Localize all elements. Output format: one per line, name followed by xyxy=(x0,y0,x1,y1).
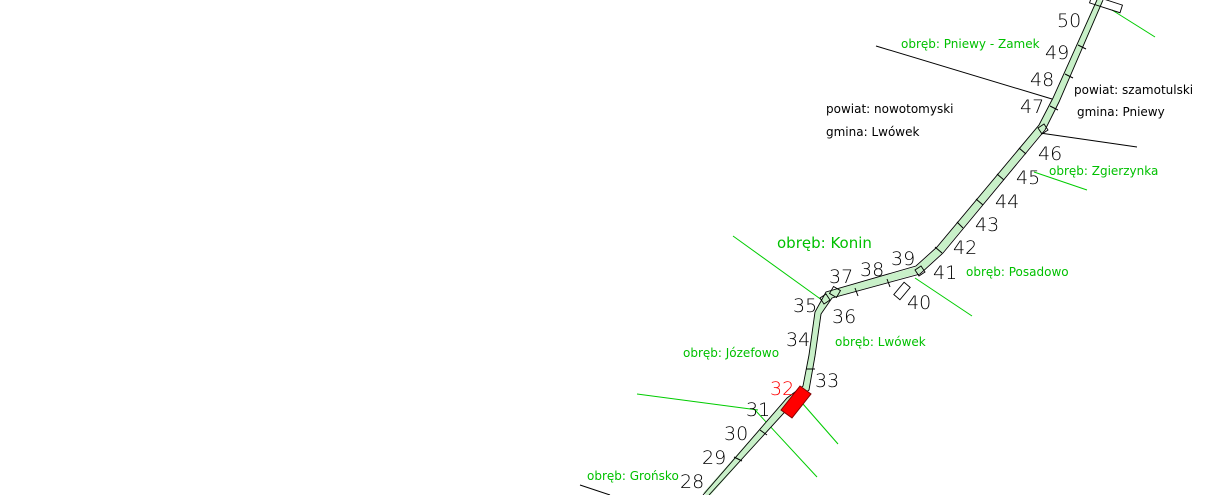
segment-label: 34 xyxy=(786,329,810,351)
county-label-east: powiat: szamotulski xyxy=(1074,83,1193,97)
precinct-label: obręb: Pniewy - Zamek xyxy=(901,37,1040,51)
segment-label: 40 xyxy=(907,292,931,314)
segment-label: 44 xyxy=(995,191,1019,213)
segment-label: 31 xyxy=(746,399,770,421)
precinct-label: obręb: Posadowo xyxy=(966,265,1069,279)
segment-label: 36 xyxy=(832,306,856,328)
commune-label-west: gmina: Lwówek xyxy=(826,125,919,139)
admin-labels: powiat: nowotomyski gmina: Lwówek powiat… xyxy=(826,83,1193,139)
segment-label: 30 xyxy=(724,423,748,445)
segment-label: 42 xyxy=(953,237,977,259)
precinct-label: obręb: Konin xyxy=(777,234,872,252)
segment-label: 28 xyxy=(680,471,704,493)
precinct-label: obręb: Lwówek xyxy=(835,335,926,349)
highlighted-parcel[interactable] xyxy=(780,385,812,419)
segment-numbers: 28 29 30 31 32 33 34 35 36 37 38 39 40 4… xyxy=(680,10,1081,493)
segment-label: 47 xyxy=(1020,96,1044,118)
county-label-west: powiat: nowotomyski xyxy=(826,102,954,116)
segment-label: 35 xyxy=(793,295,817,317)
precinct-label: obręb: Zgierzynka xyxy=(1049,164,1158,178)
segment-label: 49 xyxy=(1045,42,1069,64)
segment-label: 38 xyxy=(860,259,884,281)
segment-label: 50 xyxy=(1057,10,1081,32)
segment-label: 29 xyxy=(702,447,726,469)
segment-label: 37 xyxy=(829,266,853,288)
segment-label: 41 xyxy=(933,262,957,284)
segment-label: 48 xyxy=(1030,69,1054,91)
precinct-label: obręb: Grońsko xyxy=(587,469,679,483)
segment-label-highlighted: 32 xyxy=(770,378,794,400)
node-markers xyxy=(819,0,1124,305)
precinct-boundaries xyxy=(636,9,1156,478)
segment-label: 46 xyxy=(1038,143,1062,165)
segment-label: 45 xyxy=(1016,167,1040,189)
segment-label: 39 xyxy=(891,248,915,270)
precinct-label: obręb: Józefowo xyxy=(683,346,779,360)
segment-ticks xyxy=(733,44,1087,462)
commune-label-east: gmina: Pniewy xyxy=(1077,105,1165,119)
county-boundary xyxy=(579,45,1138,495)
segment-label: 33 xyxy=(815,370,839,392)
segment-label: 43 xyxy=(975,214,999,236)
precinct-labels: obręb: Pniewy - Zamek obręb: Zgierzynka … xyxy=(587,37,1158,483)
